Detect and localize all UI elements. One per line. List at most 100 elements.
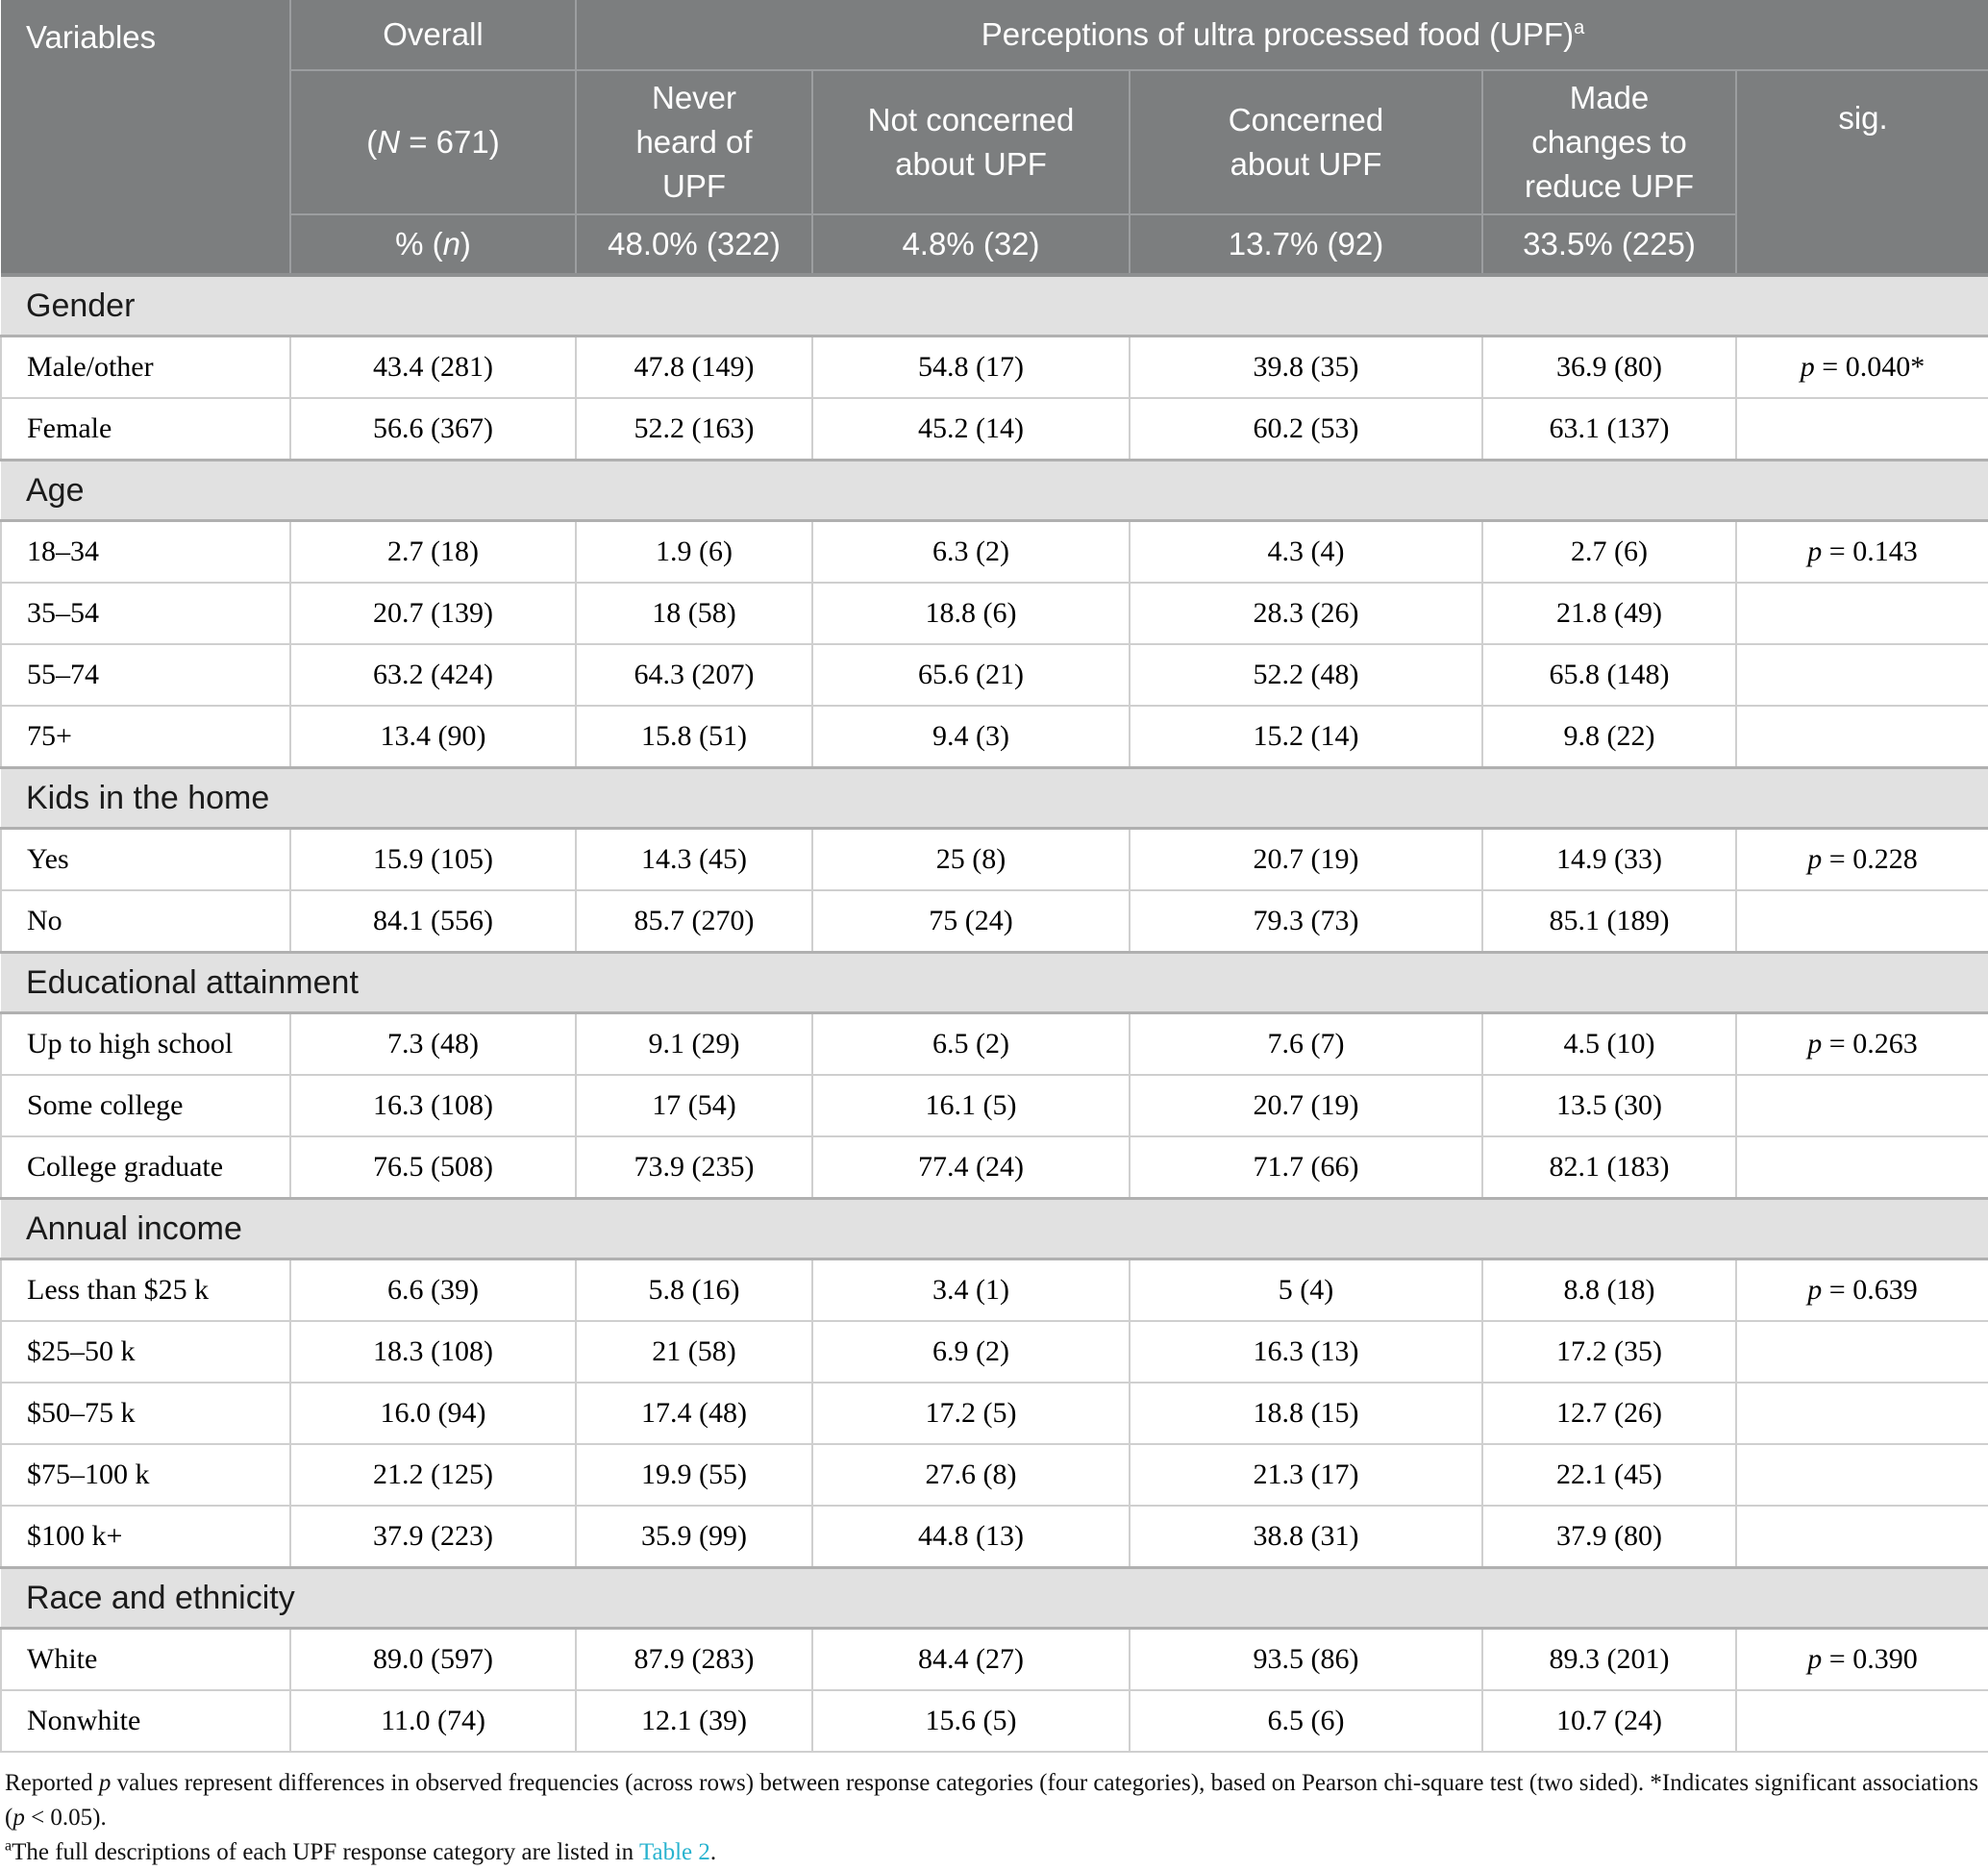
- cell-value: 17.4 (48): [575, 1382, 813, 1445]
- cell-value: 89.3 (201): [1481, 1627, 1737, 1691]
- section-title: Gender: [1, 273, 1988, 337]
- col-header-pct-n: % (n): [290, 214, 577, 277]
- cell-value: 17 (54): [575, 1074, 813, 1137]
- cell-value: 18.3 (108): [289, 1320, 577, 1384]
- cell-value: 1.9 (6): [575, 519, 813, 584]
- cell-value: 6.5 (2): [811, 1011, 1131, 1076]
- cell-value: 45.2 (14): [811, 397, 1131, 461]
- sig-value: [1734, 1443, 1988, 1507]
- section-title: Annual income: [1, 1197, 1988, 1260]
- cell-value: 52.2 (48): [1129, 643, 1483, 707]
- row-label: Yes: [0, 827, 291, 891]
- table-header: Variables Overall Perceptions of ultra p…: [1, 0, 1988, 277]
- sig-value: p = 0.390: [1734, 1627, 1988, 1691]
- section-title: Age: [1, 459, 1988, 522]
- cell-value: 10.7 (24): [1481, 1689, 1737, 1753]
- cell-value: 9.1 (29): [575, 1011, 813, 1076]
- cell-value: 16.0 (94): [289, 1382, 577, 1445]
- cell-value: 16.3 (13): [1129, 1320, 1483, 1384]
- table-2-link[interactable]: Table 2: [638, 1839, 710, 1865]
- sig-value: [1734, 1074, 1988, 1137]
- cell-value: 35.9 (99): [575, 1505, 813, 1569]
- cell-value: 75 (24): [811, 889, 1131, 954]
- row-label: Female: [0, 397, 291, 461]
- cell-value: 65.8 (148): [1481, 643, 1737, 707]
- table-body: Gender Male/other 43.4 (281) 47.8 (149) 54.8…: [0, 273, 1988, 1753]
- cell-value: 39.8 (35): [1129, 335, 1483, 399]
- cell-value: 9.8 (22): [1481, 705, 1737, 769]
- row-label: $50–75 k: [0, 1382, 291, 1445]
- col-header-concerned: Concerned about UPF: [1130, 70, 1483, 215]
- row-label: Nonwhite: [0, 1689, 291, 1753]
- cell-value: 3.4 (1): [811, 1258, 1131, 1322]
- cell-value: 56.6 (367): [289, 397, 577, 461]
- row-label: 35–54: [0, 582, 291, 645]
- cell-value: 87.9 (283): [575, 1627, 813, 1691]
- cell-value: 17.2 (5): [811, 1382, 1131, 1445]
- sig-value: [1734, 1135, 1988, 1200]
- row-label: 55–74: [0, 643, 291, 707]
- cell-value: 73.9 (235): [575, 1135, 813, 1200]
- row-label: 75+: [0, 705, 291, 769]
- sig-value: [1734, 1505, 1988, 1569]
- sig-value: p = 0.228: [1734, 827, 1988, 891]
- cell-value: 21 (58): [575, 1320, 813, 1384]
- row-label: Some college: [0, 1074, 291, 1137]
- cell-value: 79.3 (73): [1129, 889, 1483, 954]
- section-row-age: Age: [1, 459, 1988, 522]
- cell-value: 2.7 (18): [289, 519, 577, 584]
- col-header-sig: sig.: [1736, 70, 1988, 277]
- col-header-overall: Overall: [290, 0, 577, 71]
- cell-value: 4.3 (4): [1129, 519, 1483, 584]
- row-label: $75–100 k: [0, 1443, 291, 1507]
- cell-value: 63.1 (137): [1481, 397, 1737, 461]
- cell-value: 16.1 (5): [811, 1074, 1131, 1137]
- footnote-marker-a: a: [1574, 17, 1585, 38]
- cell-value: 4.5 (10): [1481, 1011, 1737, 1076]
- cell-value: 12.1 (39): [575, 1689, 813, 1753]
- row-label: Male/other: [0, 335, 291, 399]
- section-title: Race and ethnicity: [1, 1566, 1988, 1630]
- table-row: White 89.0 (597) 87.9 (283) 84.4 (27) 93.5 (…: [0, 1627, 1988, 1691]
- cell-value: 63.2 (424): [289, 643, 577, 707]
- sig-value: [1734, 643, 1988, 707]
- sig-value: p = 0.143: [1734, 519, 1988, 584]
- cell-value: 36.9 (80): [1481, 335, 1737, 399]
- col-header-never-heard: Never heard of UPF: [576, 70, 813, 215]
- row-label: Less than $25 k: [0, 1258, 291, 1322]
- table-row: $100 k+ 37.9 (223) 35.9 (99) 44.8 (13) 38.8 …: [0, 1505, 1988, 1569]
- cell-value: 20.7 (19): [1129, 1074, 1483, 1137]
- sig-value: [1734, 397, 1988, 461]
- col-header-perceptions: Perceptions of ultra processed food (UPF…: [576, 0, 1988, 71]
- cell-value: 6.5 (6): [1129, 1689, 1483, 1753]
- col-total-never-heard: 48.0% (322): [576, 214, 813, 277]
- sig-value: [1734, 1382, 1988, 1445]
- section-row-annual-income: Annual income: [1, 1197, 1988, 1260]
- col-header-made-changes: Made changes to reduce UPF: [1482, 70, 1737, 215]
- cell-value: 17.2 (35): [1481, 1320, 1737, 1384]
- sig-value: p = 0.040*: [1734, 335, 1988, 399]
- cell-value: 15.2 (14): [1129, 705, 1483, 769]
- sig-value: p = 0.263: [1734, 1011, 1988, 1076]
- table-row: $75–100 k 21.2 (125) 19.9 (55) 27.6 (8) 21.3…: [0, 1443, 1988, 1507]
- cell-value: 18.8 (6): [811, 582, 1131, 645]
- row-label: $100 k+: [0, 1505, 291, 1569]
- sig-value: p = 0.639: [1734, 1258, 1988, 1322]
- table-row: 75+ 13.4 (90) 15.8 (51) 9.4 (3) 15.2 (14) 9.8…: [0, 705, 1988, 769]
- cell-value: 47.8 (149): [575, 335, 813, 399]
- cell-value: 37.9 (223): [289, 1505, 577, 1569]
- cell-value: 15.9 (105): [289, 827, 577, 891]
- cell-value: 60.2 (53): [1129, 397, 1483, 461]
- footnote-pvalues: Reported p values represent differences …: [5, 1770, 1978, 1831]
- cell-value: 85.7 (270): [575, 889, 813, 954]
- col-total-concerned: 13.7% (92): [1130, 214, 1483, 277]
- table-row: 35–54 20.7 (139) 18 (58) 18.8 (6) 28.3 (26) 2…: [0, 582, 1988, 645]
- cell-value: 6.6 (39): [289, 1258, 577, 1322]
- demographics-table: Variables Overall Perceptions of ultra p…: [0, 0, 1988, 1753]
- section-title: Kids in the home: [1, 766, 1988, 830]
- cell-value: 52.2 (163): [575, 397, 813, 461]
- cell-value: 7.3 (48): [289, 1011, 577, 1076]
- col-total-made-changes: 33.5% (225): [1482, 214, 1737, 277]
- cell-value: 6.9 (2): [811, 1320, 1131, 1384]
